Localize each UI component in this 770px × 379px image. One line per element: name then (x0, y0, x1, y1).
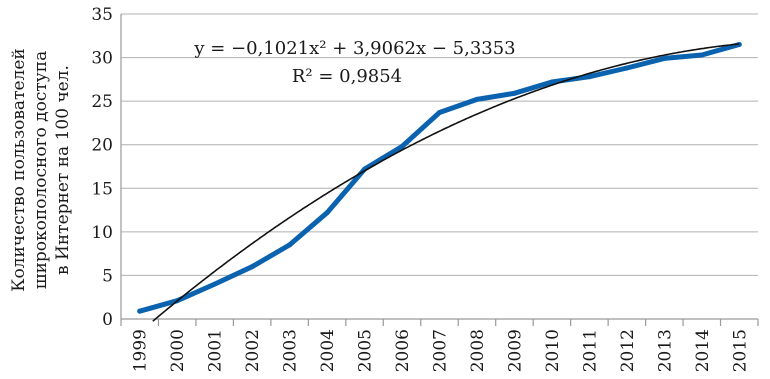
y-axis-label: Количество пользователей широкополосного… (9, 48, 73, 291)
series-point (249, 264, 255, 270)
axes (120, 14, 759, 326)
series-point (437, 109, 442, 115)
y-tick-label: 20 (91, 136, 113, 156)
series-point (399, 143, 405, 149)
y-tick-label: 25 (91, 92, 113, 112)
series-point (586, 74, 592, 80)
x-tick-label: 2006 (393, 329, 413, 372)
y-tick-labels: 0 5 10 15 20 25 30 35 (91, 5, 113, 330)
x-tick-label: 2001 (206, 329, 226, 372)
series-point (287, 242, 293, 248)
y-tick-label: 0 (102, 310, 113, 330)
x-tick-label: 2010 (543, 329, 563, 372)
trendline-group (152, 43, 740, 322)
series-point (137, 308, 143, 314)
trendline-equation: y = −0,1021x² + 3,9062x − 5,3353 (193, 38, 515, 59)
trendline-r2: R² = 0,9854 (292, 66, 402, 87)
series-point (474, 96, 480, 102)
x-tick-label: 2003 (281, 329, 301, 372)
x-tick-label: 2007 (431, 329, 451, 372)
x-tick-labels: 1999 2000 2001 2002 2003 2004 2005 2006 2007 2008… (131, 329, 751, 372)
series-line (137, 42, 742, 314)
x-tick-label: 2014 (693, 329, 713, 372)
x-tick-label: 2000 (168, 329, 188, 372)
x-tick-label: 2008 (468, 329, 488, 372)
series-point (624, 65, 630, 71)
gridlines (121, 13, 758, 276)
x-tick-label: 2005 (356, 329, 376, 372)
x-tick-label: 2015 (730, 329, 750, 372)
x-tick-label: 2004 (318, 329, 338, 372)
series-group (137, 42, 742, 314)
y-tick-label: 30 (91, 49, 113, 69)
y-tick-label: 5 (102, 266, 113, 286)
series-point (549, 79, 555, 85)
x-tick-label: 2012 (618, 329, 638, 372)
x-tick-label: 2013 (655, 329, 675, 372)
x-tick-label: 2002 (243, 329, 263, 372)
x-tick-label: 1999 (131, 329, 151, 372)
x-tick-label: 2011 (580, 329, 600, 372)
y-tick-label: 35 (91, 5, 113, 25)
trendline (152, 43, 740, 322)
x-tick-label: 2009 (505, 329, 525, 372)
y-axis-label-line-1: Количество пользователей (9, 48, 29, 291)
series-point (324, 210, 330, 216)
series-point (661, 55, 667, 61)
y-axis-label-line-2: широкополосного доступа (31, 51, 51, 289)
y-tick-label: 15 (91, 179, 113, 199)
y-axis-label-line-3: в Интернет на 100 чел. (53, 65, 73, 275)
y-tick-label: 10 (91, 223, 113, 243)
series-point (212, 281, 218, 287)
series-point (511, 90, 517, 96)
series-point (699, 52, 705, 58)
